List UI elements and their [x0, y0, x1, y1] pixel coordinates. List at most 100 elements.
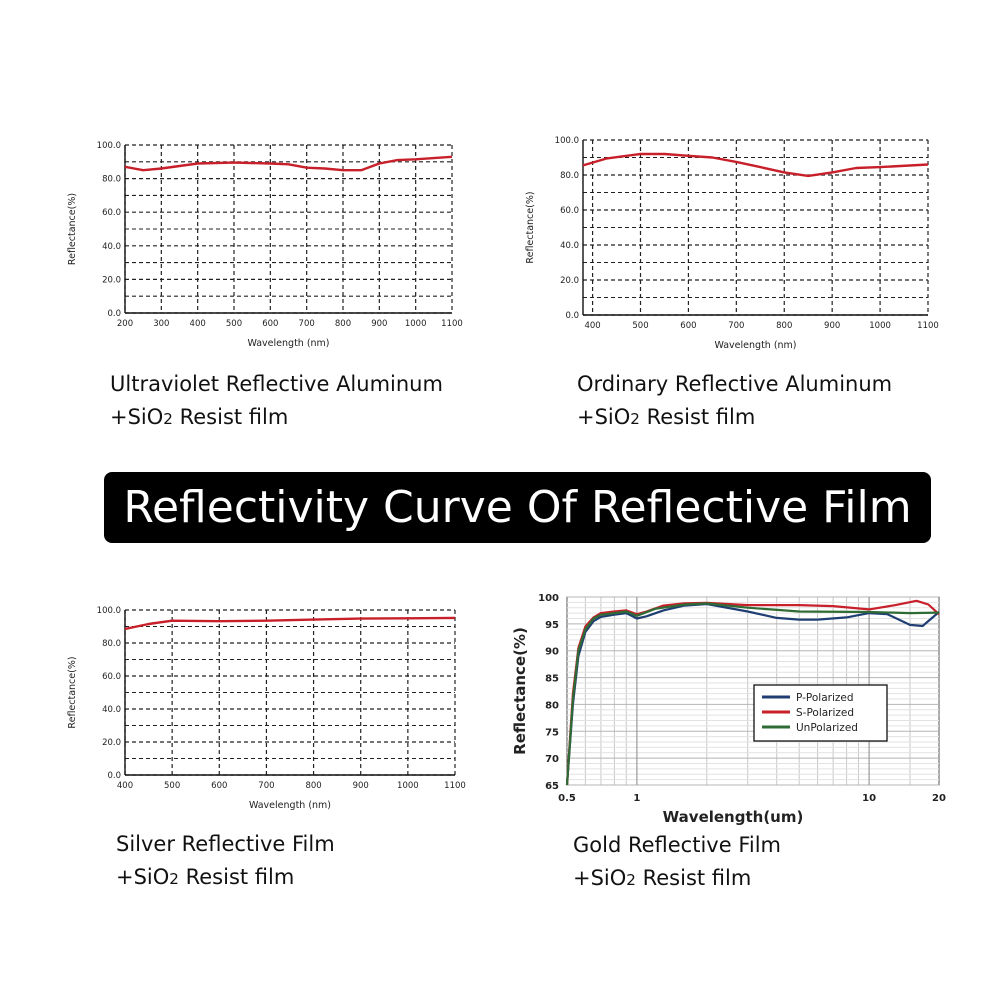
- legend-label: S-Polarized: [796, 707, 854, 719]
- x-tick-label: 20: [932, 793, 946, 804]
- y-tick-label: 95: [545, 620, 559, 631]
- y-tick-label: 90: [545, 647, 559, 658]
- caption-subscript: 2: [630, 410, 640, 428]
- x-axis-label: Wavelength (nm): [247, 338, 329, 349]
- x-tick-label: 1000: [405, 319, 427, 329]
- y-tick-label: 80.0: [102, 639, 121, 649]
- chart-uv-aluminum-svg: 0.0 20.0 40.0 60.0 80.0 100.0 200 300 400 500 600 7…: [67, 141, 463, 349]
- x-axis-label: Wavelength (nm): [249, 800, 331, 811]
- y-tick-label: 20.0: [102, 275, 121, 285]
- y-axis-label: Reflectance(%): [67, 656, 78, 728]
- series-line-s-polarized: [565, 599, 940, 786]
- chart-silver: 0.0 20.0 40.0 60.0 80.0 100.0 400 500 600 700 800 9…: [55, 595, 485, 825]
- caption-subscript: 2: [169, 870, 179, 888]
- caption-silver: Silver Reflective Film +SiO2 Resist film: [116, 828, 335, 896]
- x-tick-label: 500: [226, 319, 242, 329]
- x-tick-label: 1000: [869, 321, 891, 331]
- y-tick-label: 75: [545, 727, 559, 738]
- caption-suffix: Resist film: [178, 865, 295, 889]
- x-tick-label: 800: [305, 781, 321, 791]
- y-tick-label: 80.0: [102, 175, 121, 185]
- series-line: [124, 616, 456, 631]
- chart-gold-svg: 65 70 75 80 85 90 95 100 0.5 1 10 20 Wavelength(um) R…: [511, 593, 946, 826]
- caption-suffix: Resist film: [172, 405, 289, 429]
- series-line: [582, 152, 929, 178]
- x-tick-label: 400: [190, 319, 206, 329]
- legend-label: UnPolarized: [796, 722, 858, 734]
- y-tick-label: 0.0: [107, 771, 121, 781]
- y-tick-label: 40.0: [102, 705, 121, 715]
- caption-subscript: 2: [163, 410, 173, 428]
- x-tick-label: 600: [262, 319, 278, 329]
- y-tick-label: 70: [545, 754, 559, 765]
- y-axis-label: Reflectance(%): [525, 191, 536, 263]
- y-tick-label: 65: [545, 781, 559, 792]
- caption-subtitle: +SiO2 Resist film: [577, 401, 892, 436]
- y-tick-label: 60.0: [102, 208, 121, 218]
- caption-prefix: +SiO: [573, 866, 627, 890]
- x-tick-label: 1100: [444, 781, 466, 791]
- x-axis-label: Wavelength(um): [663, 808, 804, 826]
- x-tick-label: 400: [117, 781, 133, 791]
- y-tick-label: 40.0: [102, 242, 121, 252]
- x-tick-label: 300: [153, 319, 169, 329]
- caption-title: Silver Reflective Film: [116, 832, 335, 856]
- chart-uv-aluminum: 0.0 20.0 40.0 60.0 80.0 100.0 200 300 400 500 600 7…: [55, 130, 485, 365]
- caption-title: Ultraviolet Reflective Aluminum: [110, 372, 443, 396]
- x-tick-label: 1100: [441, 319, 463, 329]
- y-tick-label: 0.0: [107, 309, 121, 319]
- y-tick-label: 60.0: [102, 672, 121, 682]
- caption-title: Ordinary Reflective Aluminum: [577, 372, 893, 396]
- y-tick-label: 100: [538, 593, 559, 604]
- x-tick-label: 900: [824, 321, 840, 331]
- x-tick-label: 200: [117, 319, 133, 329]
- x-tick-label: 700: [728, 321, 744, 331]
- caption-title: Gold Reflective Film: [573, 833, 781, 857]
- chart-gold: 65 70 75 80 85 90 95 100 0.5 1 10 20 Wavelength(um) R…: [505, 585, 965, 826]
- x-tick-label: 10: [862, 793, 876, 804]
- series-line-unpolarized: [565, 602, 940, 786]
- chart-ordinary-aluminum: 0.0 20.0 40.0 60.0 80.0 100.0 400 500 600 700 800 9…: [515, 125, 955, 365]
- caption-prefix: +SiO: [116, 865, 170, 889]
- caption-prefix: +SiO: [577, 405, 631, 429]
- y-tick-label: 80: [545, 700, 559, 711]
- x-tick-label: 800: [776, 321, 792, 331]
- x-tick-label: 900: [371, 319, 387, 329]
- y-tick-label: 85: [545, 674, 559, 685]
- y-tick-label: 0.0: [565, 311, 579, 321]
- x-tick-label: 900: [353, 781, 369, 791]
- x-tick-label: 600: [680, 321, 696, 331]
- banner-title: Reflectivity Curve Of Reflective Film: [104, 472, 931, 543]
- caption-subtitle: +SiO2 Resist film: [573, 862, 781, 897]
- x-tick-label: 1100: [917, 321, 939, 331]
- y-tick-label: 20.0: [102, 738, 121, 748]
- y-tick-label: 100.0: [555, 136, 579, 146]
- caption-ordinary-aluminum: Ordinary Reflective Aluminum +SiO2 Resis…: [577, 368, 892, 436]
- y-tick-label: 80.0: [560, 171, 579, 181]
- y-tick-label: 100.0: [97, 141, 121, 151]
- x-tick-label: 0.5: [558, 793, 576, 804]
- y-axis-label: Reflectance(%): [511, 627, 529, 755]
- y-tick-label: 60.0: [560, 206, 579, 216]
- legend-label: P-Polarized: [796, 692, 854, 704]
- caption-subscript: 2: [626, 871, 636, 889]
- x-tick-label: 1000: [397, 781, 419, 791]
- y-tick-label: 20.0: [560, 276, 579, 286]
- caption-suffix: Resist film: [635, 866, 752, 890]
- y-tick-label: 100.0: [97, 606, 121, 616]
- x-tick-label: 500: [164, 781, 180, 791]
- x-tick-label: 800: [335, 319, 351, 329]
- series-line: [124, 155, 453, 172]
- caption-prefix: +SiO: [110, 405, 164, 429]
- caption-uv-aluminum: Ultraviolet Reflective Aluminum +SiO2 Re…: [110, 368, 443, 436]
- y-tick-label: 40.0: [560, 241, 579, 251]
- caption-suffix: Resist film: [639, 405, 756, 429]
- caption-subtitle: +SiO2 Resist film: [110, 401, 443, 436]
- x-tick-label: 400: [584, 321, 600, 331]
- caption-subtitle: +SiO2 Resist film: [116, 861, 335, 896]
- x-tick-label: 700: [258, 781, 274, 791]
- caption-gold: Gold Reflective Film +SiO2 Resist film: [573, 829, 781, 897]
- chart-ordinary-aluminum-svg: 0.0 20.0 40.0 60.0 80.0 100.0 400 500 600 700 800 9…: [525, 136, 939, 351]
- x-tick-label: 600: [211, 781, 227, 791]
- x-tick-label: 1: [633, 793, 640, 804]
